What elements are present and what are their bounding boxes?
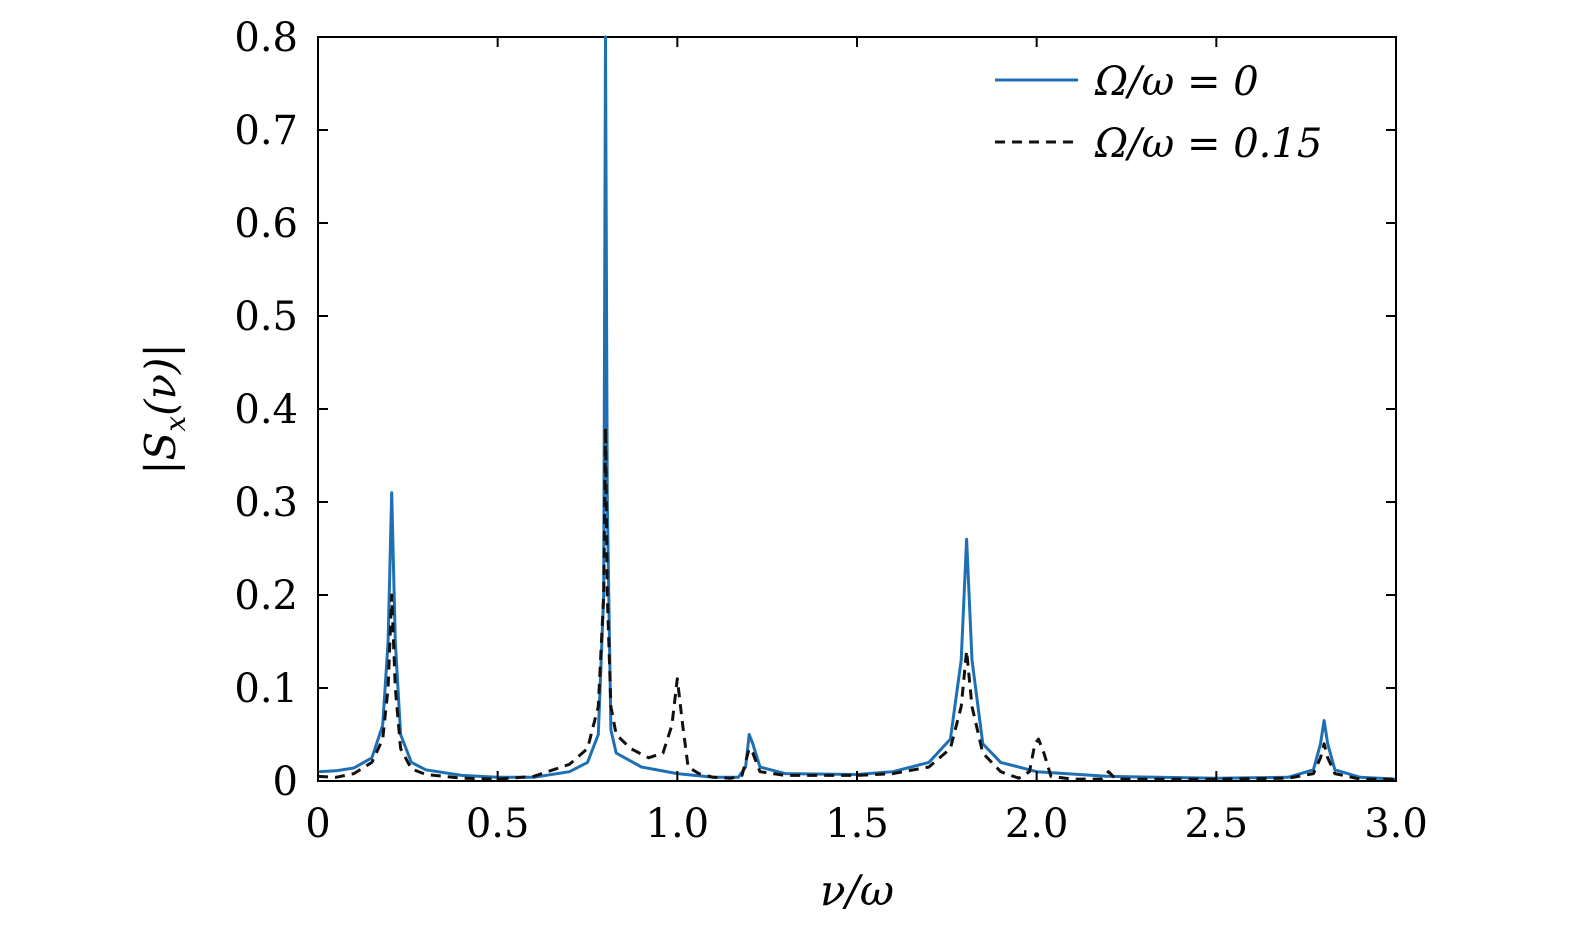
y-tick-label: 0.8 [234, 15, 298, 61]
y-tick-label: 0.2 [234, 573, 298, 619]
plot-area [317, 35, 1398, 782]
y-tick-label: 0.4 [234, 387, 298, 433]
x-tick-label: 0 [305, 801, 330, 847]
legend: Ω/ω = 0 Ω/ω = 0.15 [995, 59, 1322, 167]
x-tick-label: 0.5 [466, 801, 530, 847]
y-tick-label: 0.1 [234, 666, 298, 712]
y-tick-label: 0.3 [234, 480, 298, 526]
y-axis-label: |Sx(ν)| [136, 343, 192, 474]
y-tick-label: 0.5 [234, 294, 298, 340]
x-tick-label: 1.0 [646, 801, 710, 847]
x-tick-label: 3.0 [1364, 801, 1428, 847]
tick-labels: 0 0.5 1.0 1.5 2.0 2.5 3.0 0 0.1 0.2 0.3 0.4 0.5 0.6 0.… [234, 15, 1427, 847]
x-tick-label: 1.5 [825, 801, 889, 847]
x-axis-label: ν/ω [820, 866, 894, 915]
y-tick-label: 0.6 [234, 201, 298, 247]
ticks-group [317, 36, 1397, 782]
x-tick-label: 2.5 [1185, 801, 1249, 847]
series-line-2 [317, 426, 1398, 781]
legend-label-series-2: Ω/ω = 0.15 [1094, 121, 1322, 167]
x-tick-label: 2.0 [1005, 801, 1069, 847]
y-tick-label: 0.7 [234, 108, 298, 154]
legend-label-series-1: Ω/ω = 0 [1094, 59, 1259, 105]
y-tick-label: 0 [273, 759, 298, 805]
series-group [317, 35, 1398, 781]
